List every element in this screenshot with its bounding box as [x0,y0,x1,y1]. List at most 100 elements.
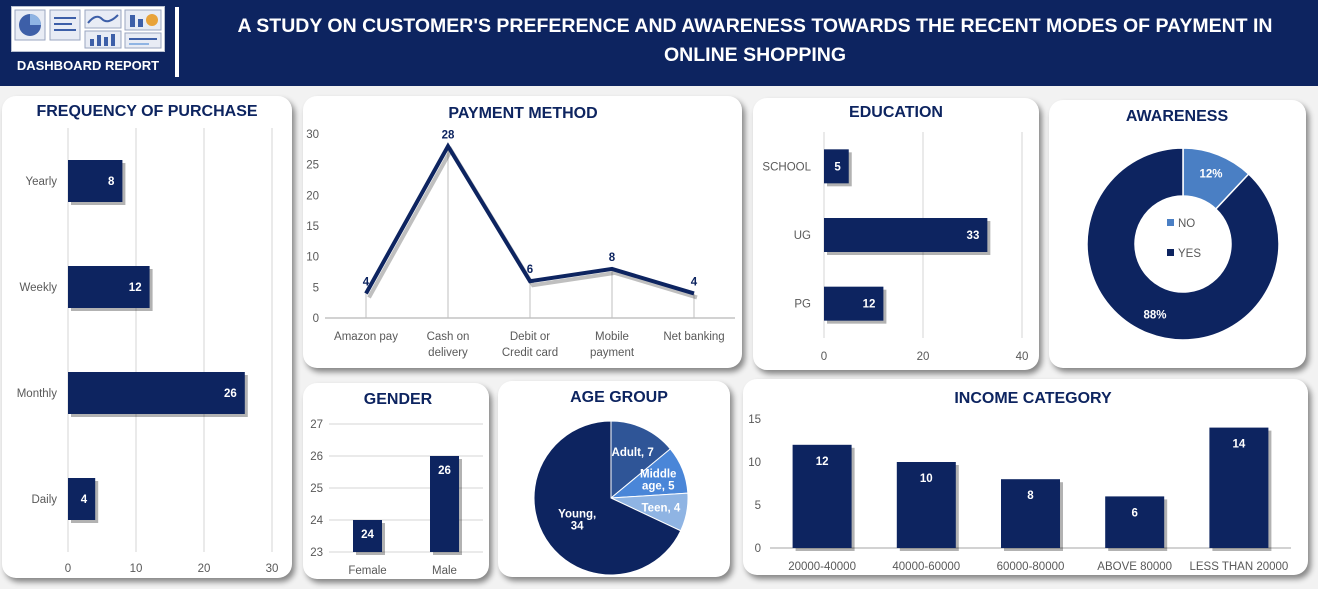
y-tick-label: 10 [748,457,761,469]
age-card: AGE GROUP Adult, 7 Middle age, 5 Teen, 4 Youn… [498,381,730,577]
x-tick-label: 20 [198,563,211,575]
y-tick-label: 10 [306,252,319,264]
gender-card: GENDER 23 24 25 26 27 24 Female 26 Male [303,383,489,579]
category-label: Amazon pay [334,331,398,343]
dashboard-logo-icon [14,9,162,49]
data-label: 6 [527,264,533,276]
legend-label: YES [1178,248,1201,260]
chart-title: PAYMENT METHOD [448,105,597,122]
slice-label: Middle [640,468,676,480]
slice-label: Adult, 7 [612,447,654,459]
dashboard-report-label: DASHBOARD REPORT [16,58,160,73]
data-label: 8 [108,176,115,188]
x-tick-label: 0 [821,351,827,363]
y-tick-label: 27 [310,419,323,431]
x-tick-label: 30 [266,563,279,575]
bar [68,160,123,202]
legend-swatch [1167,249,1174,256]
bar [824,218,988,252]
awareness-chart: AWARENESS 12% 88% NO YES [1086,108,1280,341]
bar [68,372,245,414]
header-divider [175,7,179,77]
bar [353,520,382,552]
y-tick-label: 5 [755,500,761,512]
gender-chart: GENDER 23 24 25 26 27 24 Female 26 Male [310,391,483,577]
y-tick-label: 23 [310,547,323,559]
category-label: Debit or [510,331,550,343]
data-label: 28 [442,129,455,141]
chart-title: GENDER [364,391,433,408]
frequency-chart: FREQUENCY OF PURCHASE 0 10 20 30 8 Yearly 12 Wee… [17,103,279,575]
series-line [364,142,695,296]
category-label: Credit card [502,347,558,359]
x-tick-label: 40 [1016,351,1029,363]
bar [1001,479,1060,548]
dashboard-header: DASHBOARD REPORT A STUDY ON CUSTOMER'S P… [0,0,1318,86]
slice-label: Young, [558,508,596,520]
y-tick-label: 30 [306,129,319,141]
y-tick-label: 0 [755,543,761,555]
education-chart: EDUCATION 0 20 40 5 SCHOOL 33 UG 12 PG [762,104,1029,363]
pie-slice [610,420,672,500]
category-label: 20000-40000 [788,561,856,573]
data-label: 12 [863,299,876,311]
title-line-1: A STUDY ON CUSTOMER'S PREFERENCE AND AWA… [237,15,1273,37]
y-tick-label: 24 [310,515,323,527]
y-tick-label: 26 [310,451,323,463]
data-label: 4 [81,494,88,506]
data-label: 8 [1027,490,1034,502]
bar [1209,427,1269,548]
category-label: 60000-80000 [997,561,1065,573]
chart-title: INCOME CATEGORY [954,390,1112,407]
pie-slice [533,420,682,576]
y-tick-label: 15 [306,221,319,233]
x-tick-label: 10 [130,563,143,575]
data-label: 26 [224,388,237,400]
slice-label: 34 [571,520,584,532]
page-title: A STUDY ON CUSTOMER'S PREFERENCE AND AWA… [200,12,1310,70]
category-label: Cash on [427,331,470,343]
data-label: 10 [920,473,933,485]
bar [1105,496,1165,548]
category-label: Yearly [25,176,57,188]
category-label: payment [590,347,635,359]
data-label: 24 [361,529,374,541]
income-chart: INCOME CATEGORY 0 5 10 15 12 20000-40000 10 4000… [748,390,1291,573]
data-label: 14 [1233,439,1246,451]
payment-chart: PAYMENT METHOD 0 5 10 15 20 25 30 4 Amazon pay 28 C… [306,105,735,359]
frequency-card: FREQUENCY OF PURCHASE 0 10 20 30 8 Yearly 12 Wee… [2,96,292,578]
category-label: SCHOOL [762,161,811,173]
bar [430,456,459,552]
awareness-card: AWARENESS 12% 88% NO YES [1049,100,1306,368]
bar [824,286,884,321]
education-card: EDUCATION 0 20 40 5 SCHOOL 33 UG 12 PG [753,98,1039,370]
dashboard-logo [11,6,165,52]
bar [68,478,96,520]
chart-title: AWARENESS [1126,108,1229,125]
legend-label: NO [1178,218,1195,230]
chart-title: EDUCATION [849,104,943,121]
legend-swatch [1167,219,1174,226]
y-tick-label: 25 [306,160,319,172]
y-tick-label: 0 [313,313,319,325]
data-label: 4 [691,276,698,288]
category-label: LESS THAN 20000 [1189,561,1288,573]
category-label: PG [794,299,811,311]
income-card: INCOME CATEGORY 0 5 10 15 12 20000-40000 10 4000… [743,379,1308,575]
category-label: 40000-60000 [892,561,960,573]
data-label: 12 [129,282,142,294]
y-tick-label: 20 [306,190,319,202]
category-label: Male [432,565,457,577]
data-label: 26 [438,465,451,477]
chart-title: AGE GROUP [570,389,668,406]
data-label: 12 [816,456,829,468]
series-shadow [367,146,698,300]
data-label: 8 [609,252,616,264]
category-label: Weekly [20,282,58,294]
category-label: Monthly [17,388,58,400]
x-tick-label: 20 [917,351,930,363]
category-label: Mobile [595,331,629,343]
category-label: UG [794,230,811,242]
category-label: Net banking [663,331,724,343]
data-label: 33 [967,230,980,242]
